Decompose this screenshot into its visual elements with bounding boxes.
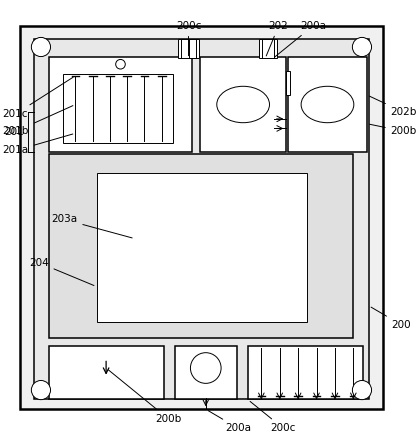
Circle shape (116, 59, 125, 69)
Bar (175, 346, 238, 399)
Bar (286, 71, 290, 95)
Text: 201a: 201a (3, 134, 73, 155)
Bar (200, 57, 286, 152)
Bar (178, 39, 199, 58)
Bar (49, 57, 192, 152)
Bar (96, 174, 308, 322)
Text: 200: 200 (371, 307, 411, 330)
Bar (34, 39, 369, 399)
Text: 200a: 200a (275, 21, 326, 57)
Circle shape (31, 37, 51, 57)
Text: 201b: 201b (3, 105, 73, 136)
Circle shape (31, 381, 51, 400)
Text: 202: 202 (266, 21, 288, 56)
Circle shape (352, 381, 372, 400)
Text: 200b: 200b (108, 370, 181, 424)
Text: 204: 204 (29, 258, 94, 285)
Bar (63, 74, 173, 143)
Text: 200a: 200a (208, 411, 251, 433)
Circle shape (191, 353, 221, 383)
Bar (248, 346, 363, 399)
Circle shape (352, 37, 372, 57)
Text: 203a: 203a (51, 214, 132, 238)
Text: 200c: 200c (176, 21, 201, 56)
Text: 202b: 202b (369, 96, 417, 117)
Text: 200c: 200c (250, 401, 296, 433)
Text: 201c: 201c (3, 77, 73, 119)
Bar (288, 57, 367, 152)
Bar (259, 39, 277, 58)
Bar (49, 154, 353, 338)
Text: 200b: 200b (370, 124, 417, 136)
Text: 201: 201 (4, 127, 24, 137)
Bar (49, 346, 163, 399)
